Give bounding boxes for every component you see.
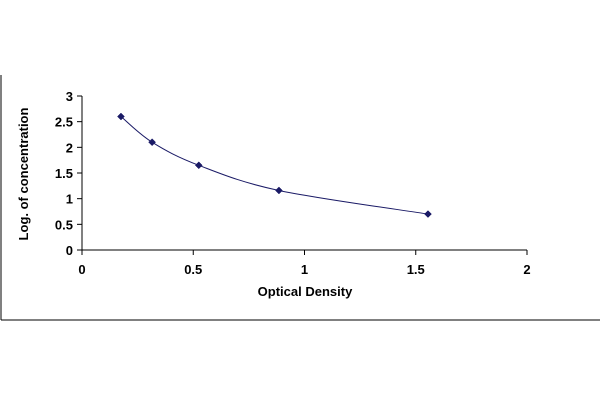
y-tick-label: 3 <box>66 89 73 104</box>
x-tick-label: 1 <box>301 262 308 277</box>
data-points-layer <box>117 112 432 218</box>
x-tick-label: 2 <box>523 262 530 277</box>
data-point-marker <box>148 138 156 147</box>
axes: 0 0.5 1 1.5 2 2.5 3 0 0.5 1 1.5 2 <box>55 89 531 277</box>
data-point-marker <box>424 210 432 218</box>
fit-curve-layer <box>120 116 429 215</box>
y-axis-title: Log. of concentration <box>16 108 31 241</box>
x-axis-title: Optical Density <box>258 284 353 299</box>
data-point-marker <box>194 161 203 170</box>
x-tick-label: 1.5 <box>407 262 425 277</box>
x-tick-label: 0 <box>78 262 85 277</box>
y-tick-label: 0.5 <box>55 217 73 232</box>
data-point-marker <box>117 112 125 121</box>
y-tick-label: 2 <box>66 140 73 155</box>
y-tick-label: 0 <box>66 243 73 258</box>
data-point-marker <box>275 186 283 195</box>
y-tick-label: 1.5 <box>55 166 73 181</box>
x-tick-label: 0.5 <box>184 262 202 277</box>
y-tick-label: 2.5 <box>55 115 73 130</box>
y-tick-label: 1 <box>66 192 73 207</box>
fit-curve <box>120 116 429 215</box>
